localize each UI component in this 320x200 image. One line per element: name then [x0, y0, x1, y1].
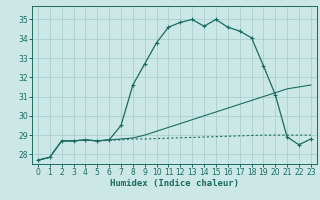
X-axis label: Humidex (Indice chaleur): Humidex (Indice chaleur): [110, 179, 239, 188]
